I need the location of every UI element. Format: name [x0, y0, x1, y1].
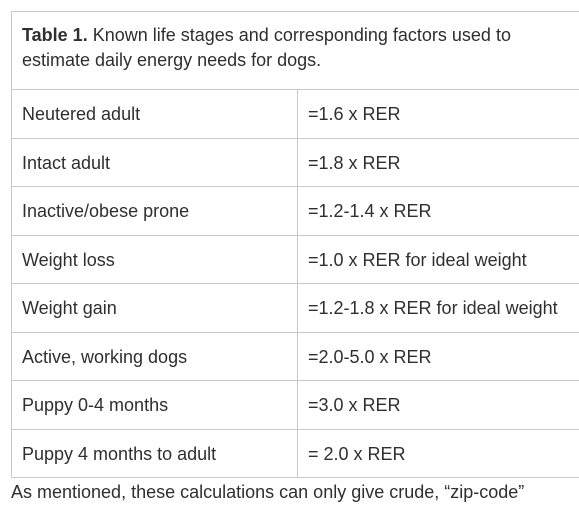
body-paragraph: As mentioned, these calculations can onl…: [11, 482, 525, 502]
factor-cell: =1.0 x RER for ideal weight: [308, 249, 527, 270]
table-row: Inactive/obese prone =1.2-1.4 x RER: [12, 187, 579, 236]
factor-cell: = 2.0 x RER: [308, 443, 406, 464]
table-row: Weight loss =1.0 x RER for ideal weight: [12, 235, 579, 284]
table-row: Active, working dogs =2.0-5.0 x RER: [12, 332, 579, 381]
life-stage-cell: Neutered adult: [12, 90, 298, 138]
factor-cell: =1.2-1.4 x RER: [308, 201, 432, 221]
factor-cell: =1.6 x RER: [308, 104, 401, 124]
factor-cell: =2.0-5.0 x RER: [308, 346, 432, 367]
table-row: Neutered adult =1.6 x RER: [12, 90, 579, 139]
factor-cell: =1.2-1.8 x RER for ideal weight: [308, 298, 558, 318]
table-row: Puppy 0-4 months =3.0 x RER: [12, 381, 579, 430]
table-row: Puppy 4 months to adult = 2.0 x RER: [12, 429, 579, 478]
table-row: Intact adult =1.8 x RER: [12, 138, 579, 187]
table-caption: Table 1. Known life stages and correspon…: [12, 12, 579, 90]
life-stage-cell: Intact adult: [12, 138, 298, 186]
life-stage-cell: Inactive/obese prone: [12, 187, 298, 235]
life-stage-cell: Active, working dogs: [12, 332, 298, 380]
factor-cell: =3.0 x RER: [308, 395, 401, 415]
life-stage-cell: Puppy 4 months to adult: [12, 429, 298, 477]
life-stage-cell: Weight loss: [12, 235, 298, 283]
life-stage-table: Table 1. Known life stages and correspon…: [11, 11, 579, 478]
table-caption-text: Known life stages and corresponding fact…: [22, 25, 511, 70]
life-stage-cell: Weight gain: [12, 284, 298, 332]
factor-cell: =1.8 x RER: [308, 152, 401, 173]
table-row: Weight gain =1.2-1.8 x RER for ideal wei…: [12, 284, 579, 333]
table-caption-label: Table 1.: [22, 25, 88, 45]
life-stage-cell: Puppy 0-4 months: [12, 381, 298, 429]
clipped-previous-text: [0, 0, 579, 7]
